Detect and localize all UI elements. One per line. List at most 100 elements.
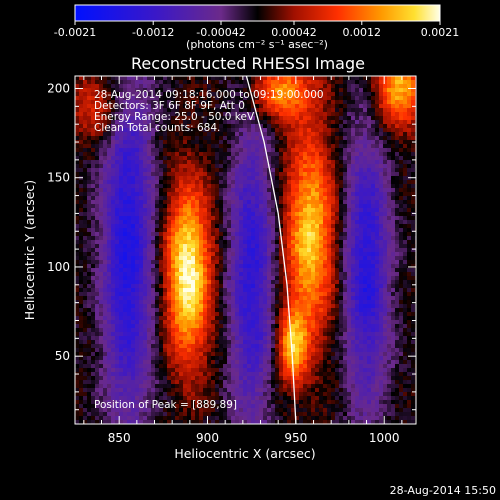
heatmap-cell: [235, 272, 240, 277]
heatmap-cell: [255, 268, 260, 273]
heatmap-cell: [279, 80, 284, 85]
heatmap-cell: [295, 264, 300, 269]
heatmap-cell: [287, 84, 292, 89]
heatmap-cell: [223, 284, 228, 289]
heatmap-cell: [311, 300, 316, 305]
heatmap-cell: [111, 160, 116, 165]
heatmap-cell: [219, 104, 224, 109]
heatmap-cell: [119, 184, 124, 189]
heatmap-cell: [399, 84, 404, 89]
heatmap-cell: [87, 168, 92, 173]
heatmap-cell: [131, 220, 136, 225]
heatmap-cell: [291, 112, 296, 117]
heatmap-cell: [155, 140, 160, 145]
heatmap-cell: [135, 220, 140, 225]
heatmap-cell: [107, 172, 112, 177]
heatmap-cell: [247, 240, 252, 245]
heatmap-cell: [199, 244, 204, 249]
heatmap-cell: [179, 200, 184, 205]
heatmap-cell: [323, 92, 328, 97]
heatmap-cell: [339, 248, 344, 253]
heatmap-cell: [307, 112, 312, 117]
heatmap-cell: [367, 160, 372, 165]
heatmap-cell: [119, 276, 124, 281]
heatmap-cell: [159, 240, 164, 245]
heatmap-cell: [211, 248, 216, 253]
heatmap-cell: [343, 236, 348, 241]
heatmap-cell: [271, 220, 276, 225]
heatmap-cell: [159, 104, 164, 109]
heatmap-cell: [271, 256, 276, 261]
heatmap-cell: [351, 268, 356, 273]
heatmap-cell: [103, 120, 108, 125]
heatmap-cell: [347, 276, 352, 281]
heatmap-cell: [367, 224, 372, 229]
heatmap-cell: [143, 96, 148, 101]
heatmap-cell: [119, 288, 124, 293]
heatmap-cell: [359, 196, 364, 201]
heatmap-cell: [347, 232, 352, 237]
heatmap-cell: [267, 304, 272, 309]
heatmap-cell: [223, 96, 228, 101]
heatmap-cell: [275, 288, 280, 293]
heatmap-cell: [187, 220, 192, 225]
heatmap-cell: [167, 232, 172, 237]
heatmap-cell: [307, 224, 312, 229]
heatmap-cell: [327, 280, 332, 285]
heatmap-cell: [267, 260, 272, 265]
heatmap-cell: [115, 284, 120, 289]
heatmap-cell: [211, 140, 216, 145]
heatmap-cell: [387, 176, 392, 181]
heatmap-cell: [271, 116, 276, 121]
heatmap-cell: [403, 236, 408, 241]
heatmap-cell: [331, 276, 336, 281]
heatmap-cell: [115, 192, 120, 197]
heatmap-cell: [223, 80, 228, 85]
heatmap-cell: [219, 156, 224, 161]
heatmap-cell: [367, 116, 372, 121]
heatmap-cell: [223, 180, 228, 185]
heatmap-cell: [115, 144, 120, 149]
heatmap-cell: [147, 104, 152, 109]
heatmap-cell: [191, 132, 196, 137]
heatmap-cell: [279, 164, 284, 169]
heatmap-cell: [295, 296, 300, 301]
heatmap-cell: [311, 272, 316, 277]
heatmap-cell: [399, 172, 404, 177]
heatmap-cell: [167, 248, 172, 253]
heatmap-cell: [83, 128, 88, 133]
heatmap-cell: [351, 228, 356, 233]
heatmap-cell: [119, 124, 124, 129]
heatmap-cell: [383, 124, 388, 129]
heatmap-cell: [407, 112, 412, 117]
heatmap-cell: [403, 152, 408, 157]
heatmap-cell: [87, 252, 92, 257]
heatmap-cell: [347, 216, 352, 221]
heatmap-cell: [319, 100, 324, 105]
heatmap-cell: [135, 88, 140, 93]
heatmap-cell: [295, 192, 300, 197]
heatmap-cell: [219, 284, 224, 289]
heatmap-cell: [399, 112, 404, 117]
heatmap-cell: [267, 112, 272, 117]
heatmap-cell: [187, 120, 192, 125]
heatmap-cell: [267, 224, 272, 229]
heatmap-cell: [323, 264, 328, 269]
heatmap-cell: [159, 276, 164, 281]
heatmap-cell: [191, 188, 196, 193]
heatmap-cell: [103, 296, 108, 301]
heatmap-cell: [111, 212, 116, 217]
heatmap-cell: [231, 240, 236, 245]
heatmap-cell: [203, 100, 208, 105]
heatmap-cell: [103, 184, 108, 189]
heatmap-cell: [175, 216, 180, 221]
heatmap-cell: [83, 188, 88, 193]
heatmap-cell: [179, 236, 184, 241]
heatmap-cell: [379, 136, 384, 141]
heatmap-cell: [207, 188, 212, 193]
heatmap-cell: [403, 264, 408, 269]
heatmap-cell: [171, 296, 176, 301]
heatmap-cell: [235, 200, 240, 205]
heatmap-cell: [387, 172, 392, 177]
heatmap-cell: [335, 304, 340, 309]
